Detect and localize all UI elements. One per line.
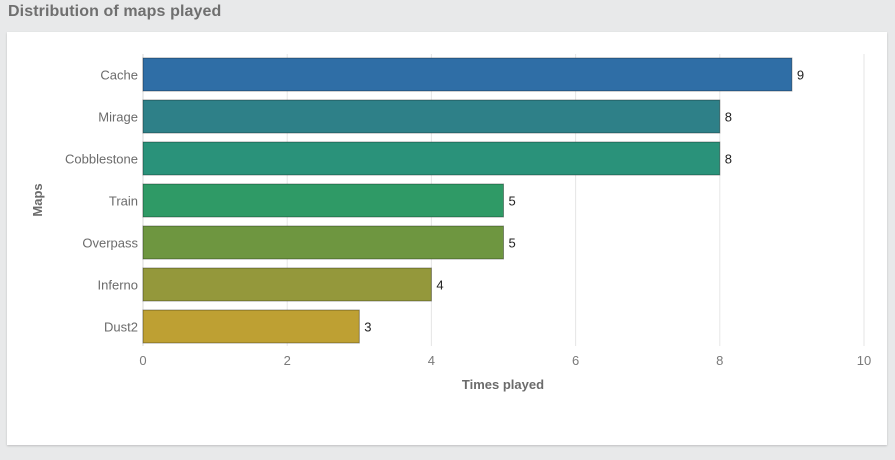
y-tick-label: Train — [109, 194, 138, 209]
y-tick-label: Mirage — [98, 110, 138, 125]
y-tick-label: Inferno — [98, 278, 138, 293]
bar-overpass[interactable] — [142, 225, 504, 260]
bar-chart: Cache Mirage Cobblestone Train Overpass Infer… — [30, 54, 871, 392]
x-tick-label: 10 — [857, 353, 871, 368]
bar-train[interactable] — [142, 183, 504, 218]
x-tick-label: 0 — [139, 353, 146, 368]
x-axis-title: Times played — [462, 377, 544, 392]
x-tick-labels: 0 2 4 6 8 10 — [139, 353, 871, 368]
data-label: 8 — [725, 110, 732, 125]
y-tick-label: Dust2 — [104, 320, 138, 335]
bar-inferno[interactable] — [142, 267, 432, 302]
data-label: 9 — [797, 68, 804, 83]
data-label: 5 — [509, 194, 516, 209]
panel-title: Distribution of maps played — [8, 3, 222, 20]
x-tick-label: 8 — [716, 353, 723, 368]
data-label: 3 — [364, 320, 371, 335]
data-label: 5 — [509, 236, 516, 251]
data-labels: 9 8 8 5 5 4 3 — [364, 68, 804, 335]
bar-cobblestone[interactable] — [142, 141, 721, 176]
chart-card: Cache Mirage Cobblestone Train Overpass Infer… — [7, 32, 887, 445]
x-tick-label: 4 — [428, 353, 435, 368]
y-tick-label: Cobblestone — [65, 152, 138, 167]
bars — [142, 57, 793, 344]
x-tick-label: 6 — [572, 353, 579, 368]
y-tick-label: Cache — [100, 68, 138, 83]
y-axis-title: Maps — [30, 183, 45, 216]
y-tick-label: Overpass — [82, 236, 138, 251]
x-tick-label: 2 — [284, 353, 291, 368]
data-label: 8 — [725, 152, 732, 167]
bar-dust2[interactable] — [142, 309, 360, 344]
bar-cache[interactable] — [142, 57, 793, 92]
y-tick-labels: Cache Mirage Cobblestone Train Overpass Infer… — [65, 68, 138, 335]
data-label: 4 — [436, 278, 443, 293]
bar-mirage[interactable] — [142, 99, 721, 134]
